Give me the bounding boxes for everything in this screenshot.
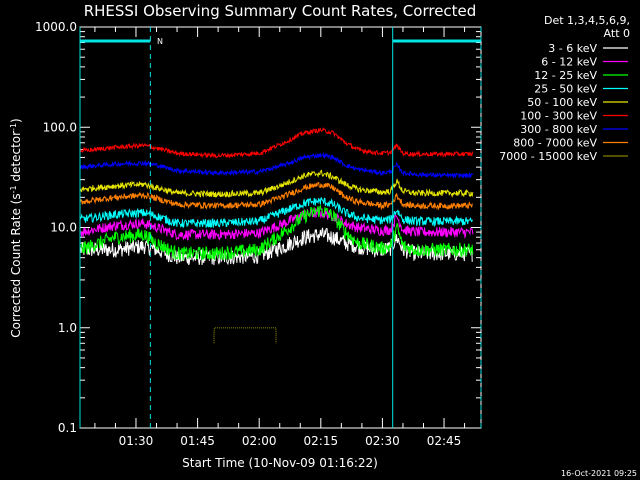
x-tick-label: 01:30	[119, 434, 154, 448]
legend-item-label: 100 - 300 keV	[520, 110, 597, 123]
x-axis-label: Start Time (10-Nov-09 01:16:22)	[182, 456, 378, 470]
chart-title: RHESSI Observing Summary Count Rates, Co…	[84, 2, 477, 20]
legend-item-label: 50 - 100 keV	[527, 96, 597, 109]
legend-item-label: 3 - 6 keV	[548, 42, 597, 55]
series-line-2	[80, 207, 474, 241]
legend-item-label: 300 - 800 keV	[520, 123, 597, 136]
legend-header-line1: Det 1,3,4,5,6,9,	[544, 14, 630, 27]
x-tick-label: 02:45	[427, 434, 462, 448]
x-tick-label: 01:45	[180, 434, 215, 448]
y-axis-label-part1: Corrected Count Rate (s	[9, 193, 23, 337]
y-tick-labels: 1000.0 100.0 10.0 1.0 0.1	[35, 20, 77, 435]
y-tick-label: 100.0	[43, 120, 77, 134]
legend-item-label: 7000 - 15000 keV	[499, 150, 597, 163]
series-line-7	[80, 151, 474, 180]
series-line-4	[80, 197, 474, 228]
legend-item-label: 12 - 25 keV	[534, 69, 597, 82]
y-tick-label: 1.0	[58, 321, 77, 335]
night-layer	[79, 27, 482, 428]
y-axis-label-sup1: -1	[9, 185, 18, 193]
x-tick-label: 02:15	[304, 434, 339, 448]
series-layer	[80, 126, 474, 344]
x-tick-labels: 01:30 01:45 02:00 02:15 02:30 02:45	[119, 434, 462, 448]
x-tick-label: 02:30	[365, 434, 400, 448]
legend-item-label: 25 - 50 keV	[534, 83, 597, 96]
legend-header-line2: Att 0	[604, 27, 630, 40]
y-axis-label-sup2: -1	[9, 123, 18, 131]
y-axis-label-part2: detector	[9, 131, 23, 186]
legend-item-label: 6 - 12 keV	[541, 56, 597, 69]
series-line-3	[80, 204, 474, 261]
series-line-1	[80, 227, 473, 266]
x-tick-label: 02:00	[242, 434, 277, 448]
series-line-6	[80, 126, 474, 159]
timestamp: 16-Oct-2021 09:25	[561, 469, 637, 478]
series-line-9	[213, 327, 277, 344]
series-line-5	[80, 169, 474, 199]
y-tick-label: 1000.0	[35, 20, 77, 34]
y-axis-label-part3: )	[9, 118, 23, 123]
y-tick-label: 10.0	[50, 221, 77, 235]
night-label: N	[157, 37, 163, 46]
series-line-8	[80, 182, 473, 211]
y-axis-label: Corrected Count Rate (s-1 detector-1)	[9, 118, 24, 337]
legend-item-label: 800 - 7000 keV	[513, 137, 597, 150]
y-tick-label: 0.1	[58, 421, 77, 435]
